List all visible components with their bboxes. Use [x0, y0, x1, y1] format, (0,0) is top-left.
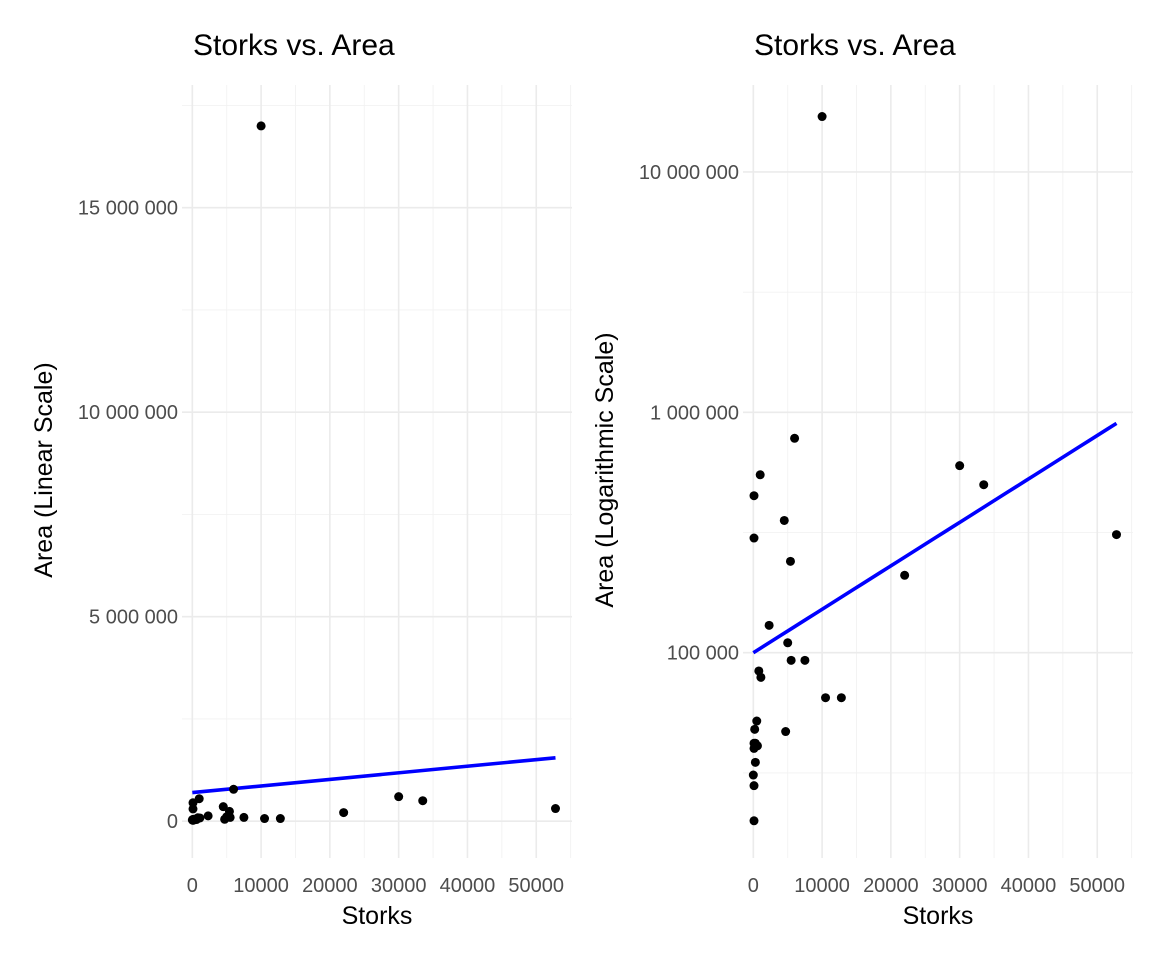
- data-point: [786, 655, 796, 665]
- data-point: [218, 802, 228, 812]
- data-point: [800, 655, 810, 665]
- y-tick-label: 10 000 000: [78, 402, 178, 424]
- data-point: [339, 808, 349, 818]
- data-point: [785, 556, 795, 566]
- grid-log: [743, 85, 1133, 858]
- data-point: [900, 570, 910, 580]
- data-point: [781, 727, 791, 737]
- points-log: [748, 112, 1121, 826]
- x-tick-label: 30000: [371, 875, 427, 897]
- data-point: [750, 757, 760, 767]
- x-tick-label: 0: [748, 875, 759, 897]
- data-point: [749, 781, 759, 791]
- data-point: [748, 770, 758, 780]
- y-tick-label: 1 000 000: [650, 402, 739, 424]
- x-tick-label: 0: [187, 875, 198, 897]
- data-point: [275, 814, 285, 824]
- data-point: [394, 792, 404, 802]
- x-tick-label: 30000: [932, 875, 988, 897]
- x-tick-label: 20000: [863, 875, 919, 897]
- data-point: [418, 796, 428, 806]
- x-tick-label: 40000: [1001, 875, 1057, 897]
- data-point: [1111, 530, 1121, 540]
- x-axis-title-log: Storks: [903, 902, 974, 930]
- data-point: [225, 812, 235, 822]
- regression-line: [752, 421, 1118, 655]
- data-point: [749, 816, 759, 826]
- data-point: [749, 533, 759, 543]
- grid-linear: [182, 85, 572, 858]
- fit-layer-linear: [192, 756, 556, 795]
- data-point: [239, 812, 249, 822]
- chart-title-linear: Storks vs. Area: [193, 29, 395, 62]
- data-point: [203, 811, 213, 821]
- y-tick-label: 5 000 000: [89, 607, 178, 629]
- data-point: [189, 814, 199, 824]
- x-tick-label: 10000: [794, 875, 850, 897]
- data-point: [229, 784, 239, 794]
- x-tick-label: 40000: [440, 875, 496, 897]
- y-tick-label: 10 000 000: [639, 162, 739, 184]
- data-point: [821, 693, 831, 703]
- data-point: [756, 672, 766, 682]
- data-point: [790, 433, 800, 443]
- data-point: [779, 515, 789, 525]
- x-tick-label: 10000: [233, 875, 289, 897]
- data-point: [194, 794, 204, 804]
- data-point: [256, 121, 266, 131]
- data-point: [752, 741, 762, 751]
- y-tick-label: 15 000 000: [78, 198, 178, 220]
- data-point: [783, 638, 793, 648]
- data-point: [550, 804, 560, 814]
- data-point: [979, 480, 989, 490]
- ticks-log: 0 10000 20000 30000 40000 50000 100 000 1 000 0…: [639, 162, 1125, 897]
- points-linear: [187, 121, 560, 825]
- panel-linear: 0 10000 20000 30000 40000 50000 0 5 000 000 10 0…: [30, 29, 572, 930]
- data-point: [188, 804, 198, 814]
- regression-line: [192, 756, 556, 795]
- data-point: [749, 491, 759, 501]
- chart-title-log: Storks vs. Area: [754, 29, 956, 62]
- data-point: [836, 693, 846, 703]
- fit-layer-log: [752, 421, 1118, 655]
- x-tick-label: 50000: [1069, 875, 1125, 897]
- x-axis-title-linear: Storks: [342, 902, 413, 930]
- y-tick-label: 0: [167, 811, 178, 833]
- x-tick-label: 20000: [302, 875, 358, 897]
- data-point: [750, 724, 760, 734]
- y-tick-label: 100 000: [667, 643, 739, 665]
- ticks-linear: 0 10000 20000 30000 40000 50000 0 5 000 000 10 0…: [78, 198, 564, 897]
- panel-log: 0 10000 20000 30000 40000 50000 100 000 1 000 0…: [591, 29, 1133, 930]
- x-tick-label: 50000: [508, 875, 564, 897]
- data-point: [755, 470, 765, 480]
- y-axis-title-log: Area (Logarithmic Scale): [591, 332, 619, 607]
- data-point: [260, 814, 270, 824]
- data-point: [752, 716, 762, 726]
- y-axis-title-linear: Area (Linear Scale): [30, 362, 58, 577]
- data-point: [817, 112, 827, 122]
- data-point: [764, 620, 774, 630]
- data-point: [955, 461, 965, 471]
